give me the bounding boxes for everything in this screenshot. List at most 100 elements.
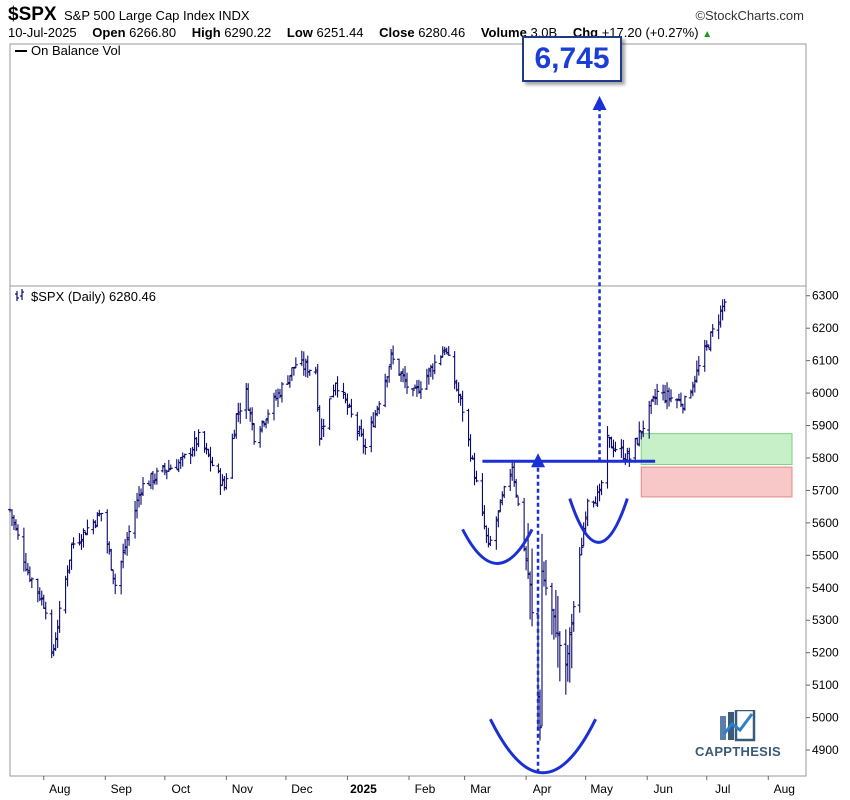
ohlc-bar bbox=[69, 543, 74, 570]
ohlc-bar bbox=[452, 351, 457, 390]
open-value: 6266.80 bbox=[129, 25, 177, 40]
x-tick-label: Feb bbox=[415, 782, 436, 796]
y-tick-label: 6000 bbox=[812, 386, 839, 400]
ohlc-bar bbox=[109, 548, 114, 571]
ohlc-bar bbox=[55, 619, 60, 648]
ohlc-bar bbox=[663, 384, 668, 404]
ohlc-bar bbox=[410, 388, 415, 397]
ohlc-bar bbox=[39, 590, 44, 606]
ohlc-bar bbox=[291, 367, 296, 376]
x-tick-label: Nov bbox=[232, 782, 253, 796]
ohlc-bar bbox=[430, 363, 435, 380]
ohlc-bar bbox=[230, 433, 235, 479]
ohlc-bar bbox=[466, 408, 471, 447]
cappthesis-logo-icon bbox=[720, 708, 756, 742]
ohlc-bar bbox=[399, 371, 404, 382]
chart-border bbox=[9, 43, 807, 777]
ohlc-bar bbox=[680, 403, 685, 414]
price-legend: $SPX (Daily) 6280.46 bbox=[15, 289, 156, 304]
ohlc-bar bbox=[51, 644, 56, 657]
y-tick-label: 4900 bbox=[812, 743, 839, 757]
ohlc-bar bbox=[234, 413, 239, 439]
arrow-head-icon bbox=[592, 96, 607, 110]
ohlc-bar bbox=[607, 436, 612, 448]
ohlc-bar bbox=[480, 473, 485, 517]
low-label: Low bbox=[286, 25, 313, 40]
ohlc-bar bbox=[355, 412, 360, 441]
ohlc-bar bbox=[97, 509, 102, 517]
ohlc-bar bbox=[107, 541, 112, 555]
ohlc-bar bbox=[627, 447, 632, 467]
ohlc-bar bbox=[11, 515, 16, 531]
ohlc-bar bbox=[190, 446, 195, 457]
ohlc-bar bbox=[335, 376, 340, 398]
y-tick-label: 6200 bbox=[812, 321, 839, 335]
ohlc-bar bbox=[327, 398, 332, 430]
ohlc-bar bbox=[716, 314, 721, 340]
ohlc-bar bbox=[287, 374, 292, 388]
ohlc-bar bbox=[387, 365, 392, 383]
ohlc-bar bbox=[579, 537, 584, 556]
ohlc-bar bbox=[127, 525, 132, 546]
ohlc-bar bbox=[391, 345, 396, 365]
x-axis-ticks: Aug Sep Oct Nov Dec 2025 Feb Mar Apr May Jun Jul Aug bbox=[43, 776, 795, 796]
ohlc-bar bbox=[91, 519, 96, 535]
ohlc-bar bbox=[121, 543, 126, 569]
ohlc-bar bbox=[208, 446, 213, 472]
y-tick-label: 6100 bbox=[812, 354, 839, 368]
ohlc-bar bbox=[468, 434, 473, 462]
ohlc-bar bbox=[35, 578, 40, 603]
high-value: 6290.22 bbox=[224, 25, 272, 40]
ohlc-bar bbox=[385, 376, 390, 388]
price-bars bbox=[8, 298, 727, 741]
ohlc-bar bbox=[637, 421, 642, 447]
close-label: Close bbox=[379, 25, 415, 40]
ohlc-bar bbox=[641, 420, 646, 438]
ohlc-bar bbox=[597, 483, 602, 502]
exchange-label: INDX bbox=[218, 8, 250, 23]
ohlc-bar bbox=[625, 447, 630, 461]
ohlc-bar bbox=[585, 498, 590, 527]
ohlc-bar bbox=[160, 465, 165, 473]
ohlc-bar bbox=[220, 474, 225, 486]
ohlc-bar bbox=[692, 375, 697, 393]
ohlc-bar bbox=[383, 373, 388, 408]
ohlc-bar bbox=[135, 492, 140, 519]
ohlc-bar bbox=[236, 402, 241, 423]
support-zones bbox=[640, 433, 793, 498]
ohlc-bar bbox=[182, 453, 187, 459]
x-tick-label: Aug bbox=[49, 782, 70, 796]
chart-symbol: $SPX bbox=[8, 4, 57, 25]
ohlc-bar-icon bbox=[15, 289, 24, 301]
ohlc-bar bbox=[514, 478, 519, 498]
ohlc-bar bbox=[440, 346, 445, 358]
ohlc-bar bbox=[363, 438, 368, 455]
arrow-head-icon bbox=[531, 453, 546, 468]
ohlc-bar bbox=[488, 535, 493, 546]
ohlc-bar bbox=[23, 552, 28, 572]
ohlc-bar bbox=[210, 456, 215, 467]
ohlc-bar bbox=[549, 582, 554, 635]
y-tick-label: 5100 bbox=[812, 678, 839, 692]
ohlc-bar bbox=[57, 600, 62, 633]
ohlc-bar bbox=[178, 456, 183, 469]
ohlc-bar bbox=[472, 452, 477, 486]
ohlc-bar bbox=[218, 468, 223, 496]
ohlc-bar bbox=[536, 609, 541, 731]
ohlc-bar bbox=[591, 500, 596, 508]
ohlc-bar bbox=[371, 412, 376, 428]
ohlc-bar bbox=[676, 393, 681, 401]
ohlc-bar bbox=[65, 565, 70, 587]
ohlc-bar bbox=[244, 383, 249, 419]
stockcharts-brand: ©StockCharts.com bbox=[695, 8, 804, 23]
ohlc-bar bbox=[405, 372, 410, 394]
ohlc-bar bbox=[682, 395, 687, 411]
x-tick-label: May bbox=[590, 782, 613, 796]
x-tick-label: Apr bbox=[533, 782, 552, 796]
ohlc-bar bbox=[563, 629, 568, 695]
ohlc-bar bbox=[63, 575, 68, 614]
x-tick-label: Jun bbox=[654, 782, 673, 796]
ohlc-bar bbox=[289, 367, 294, 381]
ohlc-bar bbox=[508, 468, 513, 492]
ohlc-bar bbox=[81, 528, 86, 548]
